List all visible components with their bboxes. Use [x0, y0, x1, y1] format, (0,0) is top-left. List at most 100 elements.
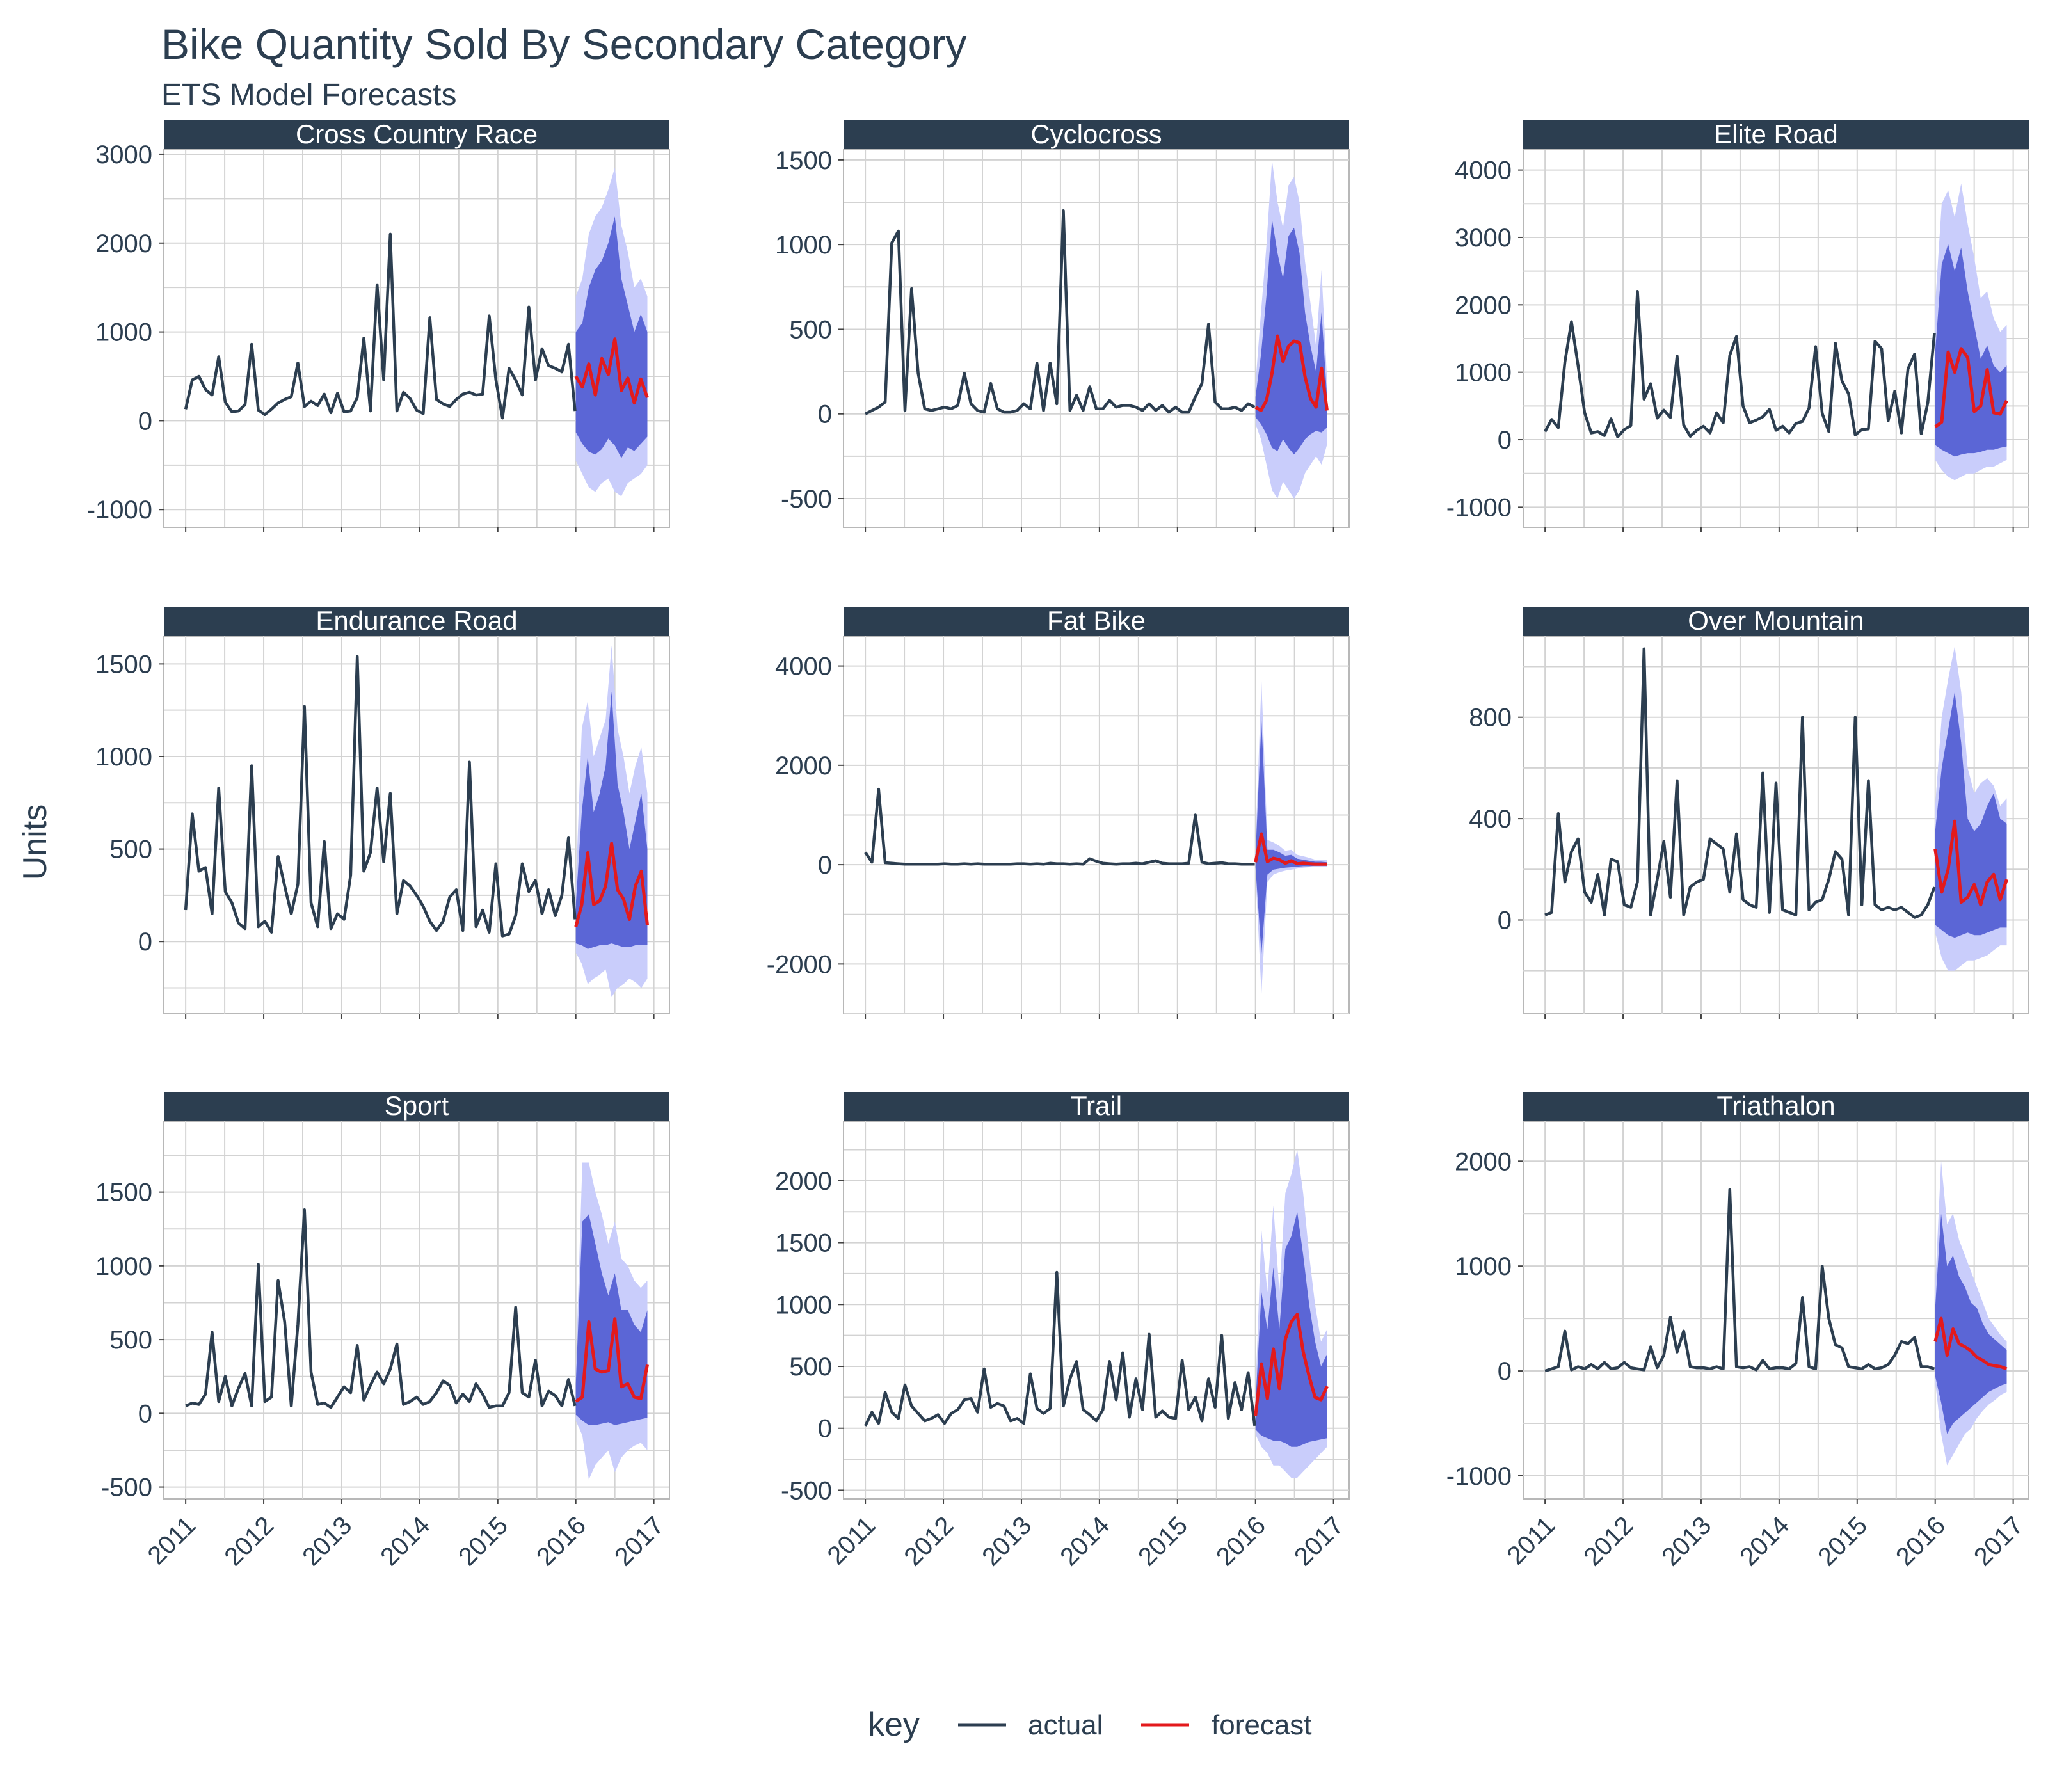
- facet-title: Triathalon: [1716, 1091, 1835, 1121]
- y-tick-label: 2000: [1455, 1148, 1512, 1176]
- y-tick-label: 3000: [95, 141, 152, 169]
- y-tick-label: 1000: [1455, 1252, 1512, 1281]
- chart-title: Bike Quantity Sold By Secondary Category: [161, 20, 966, 68]
- facet-cross-country-race: Cross Country Race -1000 0 1000 2000 3000: [87, 119, 670, 532]
- y-tick-label: 1000: [95, 1252, 152, 1281]
- facet-title: Over Mountain: [1688, 605, 1864, 636]
- x-tick-label: 2014: [375, 1511, 435, 1571]
- facet-trail: Trail -500 0 500 1000 1500 2000 2011 2012 2013 201…: [775, 1091, 1350, 1571]
- y-tick-label: 0: [818, 851, 832, 879]
- panel-border: [843, 149, 1350, 528]
- facet-strip: [164, 120, 669, 150]
- facet-triathalon: Triathalon -1000 0 1000 2000 2011 2012 2013 2014…: [1446, 1091, 2029, 1571]
- x-tick-label: 2017: [1969, 1511, 2029, 1571]
- facet-title: Endurance Road: [316, 605, 517, 636]
- y-tick-label: 1000: [1455, 359, 1512, 387]
- x-tick-label: 2016: [1891, 1511, 1951, 1571]
- x-tick-label: 2017: [1289, 1511, 1349, 1571]
- forecast-line: [1254, 1313, 1329, 1416]
- forecast-band-95: [1255, 680, 1327, 994]
- facet-elite-road: Elite Road -1000 0 1000 2000 3000 4000: [1446, 119, 2029, 532]
- y-axis-title: Units: [17, 804, 54, 880]
- facet-cyclocross: Cyclocross -500 0 500 1000 1500: [775, 119, 1350, 532]
- y-tick-label: 3000: [1455, 224, 1512, 252]
- y-tick-label: 500: [109, 836, 152, 864]
- y-tick-label: 2000: [1455, 291, 1512, 319]
- y-tick-label: 0: [818, 401, 832, 429]
- actual-line: [184, 232, 577, 420]
- y-tick-label: 4000: [1455, 157, 1512, 185]
- actual-line: [1544, 647, 1936, 919]
- y-tick-label: 4000: [775, 653, 832, 681]
- x-tick-label: 2016: [531, 1511, 591, 1571]
- x-tick-label: 2013: [1656, 1511, 1716, 1571]
- x-tick-label: 2016: [1211, 1511, 1271, 1571]
- panel-border: [163, 636, 670, 1014]
- facet-panels: Cross Country Race -1000 0 1000 2000 3000 Cycl…: [87, 119, 2029, 1571]
- x-tick-label: 2011: [143, 1511, 202, 1570]
- y-tick-label: 800: [1469, 704, 1512, 732]
- y-tick-label: -2000: [767, 950, 832, 979]
- y-tick-label: 1500: [775, 147, 832, 175]
- panel-border: [843, 636, 1350, 1014]
- facet-title: Sport: [385, 1091, 449, 1121]
- facet-title: Cross Country Race: [296, 119, 538, 149]
- panel-border: [1523, 1121, 2029, 1500]
- x-tick-label: 2011: [822, 1511, 881, 1570]
- x-tick-label: 2012: [219, 1511, 279, 1571]
- forecast-band-80: [1255, 721, 1327, 954]
- facet-strip: [844, 120, 1349, 150]
- y-tick-label: 500: [789, 316, 832, 344]
- y-tick-label: 0: [138, 928, 152, 956]
- facet-strip: [164, 1092, 669, 1121]
- forecast-line: [575, 1317, 649, 1403]
- y-tick-label: 400: [1469, 805, 1512, 833]
- panel-border: [843, 1121, 1350, 1500]
- actual-line: [1544, 290, 1936, 439]
- actual-line: [864, 787, 1255, 866]
- forecast-line: [574, 337, 649, 405]
- facet-strip: [164, 607, 669, 636]
- legend: key actual forecast: [868, 1706, 1312, 1743]
- y-tick-label: 1500: [775, 1229, 832, 1258]
- y-tick-label: 2000: [775, 752, 832, 780]
- forecast-band-80: [1935, 244, 2007, 457]
- facet-fat-bike: Fat Bike -2000 0 2000 4000: [767, 605, 1350, 1019]
- x-tick-label: 2015: [1812, 1511, 1873, 1571]
- actual-line: [1544, 1188, 1935, 1373]
- y-tick-label: 0: [138, 1400, 152, 1428]
- x-tick-label: 2015: [453, 1511, 513, 1571]
- facet-strip: [844, 607, 1349, 636]
- actual-line: [184, 655, 577, 938]
- y-tick-label: 2000: [775, 1167, 832, 1196]
- forecast-line: [1254, 334, 1329, 412]
- y-tick-label: -1000: [87, 496, 152, 524]
- x-tick-label: 2017: [609, 1511, 669, 1571]
- forecast-band-80: [575, 691, 648, 949]
- forecast-band-80: [1255, 1212, 1327, 1447]
- legend-label-forecast: forecast: [1212, 1709, 1312, 1741]
- facet-title: Elite Road: [1714, 119, 1838, 149]
- panel-border: [1523, 636, 2029, 1014]
- facet-strip: [1523, 120, 2029, 150]
- x-tick-label: 2015: [1133, 1511, 1193, 1571]
- x-tick-label: 2014: [1055, 1511, 1115, 1571]
- x-tick-label: 2012: [1578, 1511, 1638, 1571]
- y-tick-label: -1000: [1446, 1462, 1512, 1491]
- forecast-line: [1933, 1316, 2008, 1371]
- y-tick-label: 1000: [95, 319, 152, 347]
- panel-border: [163, 1121, 670, 1500]
- legend-title: key: [868, 1706, 920, 1743]
- x-tick-label: 2011: [1502, 1511, 1561, 1570]
- y-tick-label: -500: [781, 1476, 832, 1505]
- y-tick-label: 0: [1498, 1357, 1512, 1386]
- facet-strip: [1523, 607, 2029, 636]
- forecast-line: [1254, 832, 1327, 866]
- facet-endurance-road: Endurance Road 0 500 1000 1500: [95, 605, 670, 1019]
- y-tick-label: 2000: [95, 230, 152, 258]
- x-tick-label: 2013: [977, 1511, 1037, 1571]
- y-tick-label: 500: [109, 1326, 152, 1354]
- y-tick-label: 0: [1498, 426, 1512, 454]
- y-tick-label: 1000: [775, 1291, 832, 1319]
